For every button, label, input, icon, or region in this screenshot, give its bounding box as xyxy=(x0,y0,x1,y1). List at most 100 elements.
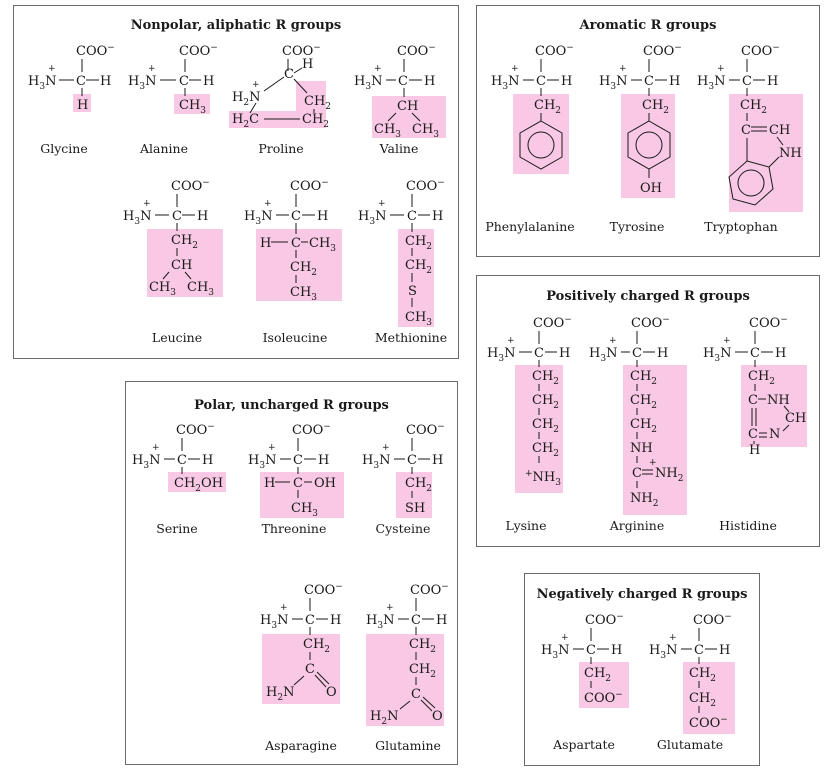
svg-text:+: + xyxy=(382,443,390,453)
svg-text:CH3: CH3 xyxy=(412,122,439,140)
svg-text:COO−: COO− xyxy=(176,422,215,438)
svg-text:CH3: CH3 xyxy=(179,98,206,116)
amino-acid-name: Aspartate xyxy=(553,737,615,752)
svg-text:H3N: H3N xyxy=(28,74,56,92)
svg-text:C: C xyxy=(536,74,546,89)
svg-text:H3N: H3N xyxy=(649,643,677,661)
svg-text:COO−: COO− xyxy=(179,43,218,59)
panel-title: Aromatic R groups xyxy=(579,18,717,33)
svg-text:C: C xyxy=(586,643,596,658)
svg-text:C: C xyxy=(407,209,417,224)
svg-text:CH2: CH2 xyxy=(290,260,317,278)
glycine-structure: COO− H3N + C H H xyxy=(28,43,115,113)
svg-text:+: + xyxy=(252,80,260,90)
svg-text:NH: NH xyxy=(630,441,653,456)
svg-text:CH2: CH2 xyxy=(532,369,559,387)
svg-text:NH: NH xyxy=(779,146,802,161)
svg-text:H3N: H3N xyxy=(703,346,731,364)
svg-text:H: H xyxy=(775,346,786,361)
svg-text:H3N: H3N xyxy=(697,74,725,92)
svg-text:H: H xyxy=(302,57,313,72)
svg-text:+: + xyxy=(280,603,288,613)
svg-text:H: H xyxy=(264,476,275,491)
svg-text:CH2: CH2 xyxy=(405,234,432,252)
svg-text:H3N: H3N xyxy=(362,453,390,471)
amino-acid-name: Glycine xyxy=(40,141,88,156)
amino-acid-name: Glutamine xyxy=(375,738,441,753)
svg-text:COO−: COO− xyxy=(76,43,115,59)
svg-text:COO−: COO− xyxy=(397,43,436,59)
svg-text:C: C xyxy=(76,74,86,89)
svg-text:CH2: CH2 xyxy=(689,666,716,684)
amino-acid-name: Alanine xyxy=(140,141,188,156)
svg-text:CH: CH xyxy=(785,411,806,426)
svg-text:C: C xyxy=(632,466,642,481)
svg-text:+: + xyxy=(148,64,156,74)
amino-acid-name: Asparagine xyxy=(265,738,337,753)
svg-text:C: C xyxy=(748,427,758,442)
lysine-structure: COO− H3N + C H CH2 CH2 CH2 CH2 +NH3 xyxy=(487,315,572,493)
amino-acid-name: Tyrosine xyxy=(609,219,665,234)
svg-text:+: + xyxy=(609,336,617,346)
svg-text:H2C: H2C xyxy=(232,112,259,130)
proline-structure: COO− C H H2N + CH2 H2C CH2 xyxy=(229,43,331,130)
valine-structure: COO− H3N + C H CH CH3 CH3 xyxy=(354,43,446,140)
svg-text:COO−: COO− xyxy=(585,612,624,628)
svg-text:+: + xyxy=(48,64,56,74)
svg-text:CH3: CH3 xyxy=(291,501,318,519)
amino-acid-name: Tryptophan xyxy=(704,219,778,234)
svg-text:H3N: H3N xyxy=(244,209,272,227)
amino-acid-name: Serine xyxy=(156,521,198,536)
svg-text:+: + xyxy=(386,603,394,613)
amino-acid-name: Cysteine xyxy=(375,521,431,536)
serine-structure: COO− H3N + C H CH2OH xyxy=(132,422,226,494)
glutamine-structure: COO− H3N + C H CH2 CH2 C H2N O xyxy=(366,582,449,727)
svg-text:CH2: CH2 xyxy=(532,441,559,459)
svg-text:H3N: H3N xyxy=(599,74,627,92)
panel-nonpolar-aliphatic: Nonpolar, aliphatic R groups COO− H3N + … xyxy=(13,5,459,359)
svg-text:H3N: H3N xyxy=(487,346,515,364)
svg-text:H3N: H3N xyxy=(128,74,156,92)
methionine-structure: COO− H3N + C H CH2 CH2 S CH3 xyxy=(358,178,445,328)
svg-text:S: S xyxy=(408,284,417,299)
svg-text:NH2: NH2 xyxy=(630,491,658,509)
svg-text:C: C xyxy=(411,613,421,628)
svg-text:C: C xyxy=(632,346,642,361)
svg-text:C: C xyxy=(407,453,417,468)
svg-text:CH2: CH2 xyxy=(303,637,330,655)
svg-text:COO−: COO− xyxy=(282,43,321,59)
svg-text:H3N: H3N xyxy=(366,613,394,631)
svg-text:CH2: CH2 xyxy=(740,98,767,116)
svg-text:H: H xyxy=(260,236,271,251)
svg-text:C: C xyxy=(750,346,760,361)
amino-acid-name: Valine xyxy=(379,141,419,156)
amino-acid-name: Leucine xyxy=(151,330,203,345)
svg-text:H: H xyxy=(436,613,447,628)
svg-text:+: + xyxy=(669,633,677,643)
svg-text:H: H xyxy=(203,74,214,89)
svg-text:CH2: CH2 xyxy=(630,417,657,435)
leucine-structure: COO− H3N + C H CH2 CH CH3 CH3 xyxy=(123,178,223,298)
svg-text:OH: OH xyxy=(314,476,336,491)
svg-text:H: H xyxy=(318,453,329,468)
svg-text:C: C xyxy=(291,236,301,251)
panel-title: Nonpolar, aliphatic R groups xyxy=(130,18,342,33)
amino-acid-name: Threonine xyxy=(261,521,327,536)
svg-text:COO−: COO− xyxy=(406,178,445,194)
panel-positively-charged: Positively charged R groups COO− H3N + C… xyxy=(476,275,820,547)
svg-text:+: + xyxy=(268,443,276,453)
svg-text:COO−: COO− xyxy=(749,315,788,331)
svg-text:C: C xyxy=(305,613,315,628)
svg-text:H: H xyxy=(424,74,435,89)
asparagine-structure: COO− H3N + C H CH2 C H2N O xyxy=(260,582,343,704)
svg-text:H3N: H3N xyxy=(491,74,519,92)
svg-text:+: + xyxy=(723,336,731,346)
svg-text:H: H xyxy=(561,74,572,89)
svg-text:+: + xyxy=(143,199,151,209)
svg-text:C: C xyxy=(748,393,758,408)
svg-text:CH3: CH3 xyxy=(149,280,176,298)
svg-text:CH2: CH2 xyxy=(171,233,198,251)
svg-text:C: C xyxy=(172,209,182,224)
histidine-structure: COO− H3N + C H CH2 C NH CH N C H xyxy=(703,315,807,458)
svg-text:CH2: CH2 xyxy=(532,417,559,435)
